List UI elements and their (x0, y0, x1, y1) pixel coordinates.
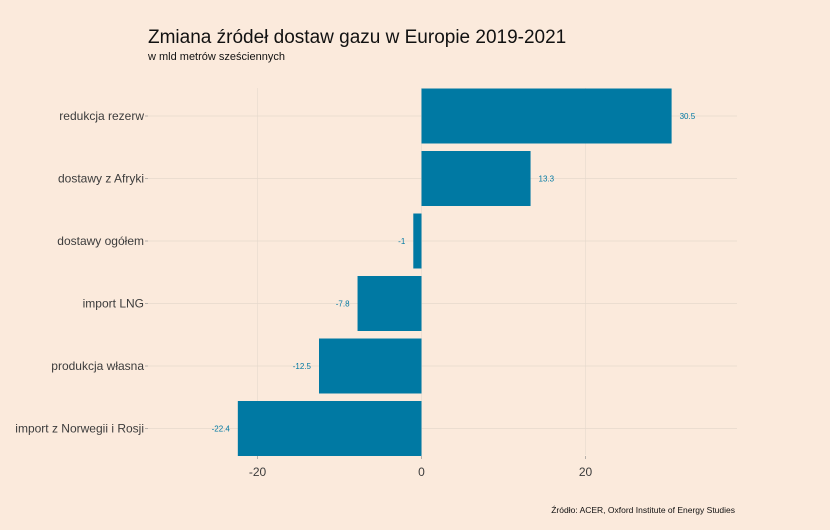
data-label: -1 (398, 237, 406, 246)
bar (237, 401, 422, 456)
data-label-layer: 30.5 13.3 -1 -7.8 -12.5 -22.4 (212, 112, 696, 434)
category-label: import LNG (83, 297, 144, 311)
bar-layer (237, 88, 672, 456)
category-label-layer: redukcja rezerw dostawy z Afryki dostawy o… (15, 109, 148, 436)
data-label: -12.5 (293, 362, 312, 371)
bar (421, 151, 531, 206)
data-label: 30.5 (680, 112, 696, 121)
bar (413, 213, 422, 269)
chart-title: Zmiana źródeł dostaw gazu w Europie 2019… (148, 27, 567, 48)
category-label: dostawy z Afryki (58, 172, 144, 186)
source-caption: Źródło: ACER, Oxford Institute of Energy… (551, 505, 735, 515)
category-label: import z Norwegii i Rosji (15, 422, 144, 436)
grid-layer (148, 88, 737, 455)
x-tick-layer: -20 0 20 (249, 456, 593, 479)
bar (357, 276, 422, 331)
data-label: -22.4 (212, 425, 231, 434)
category-label: dostawy ogółem (57, 234, 144, 248)
bar (421, 88, 672, 144)
data-label: 13.3 (539, 175, 555, 184)
chart-subtitle: w mld metrów sześciennych (148, 51, 285, 63)
category-label: redukcja rezerw (59, 109, 144, 123)
data-label: -7.8 (336, 300, 350, 309)
bar (319, 338, 422, 394)
category-label: produkcja własna (51, 359, 144, 373)
x-tick-label: 0 (418, 465, 425, 479)
x-tick-label: 20 (579, 465, 593, 479)
x-tick-label: -20 (249, 465, 267, 479)
